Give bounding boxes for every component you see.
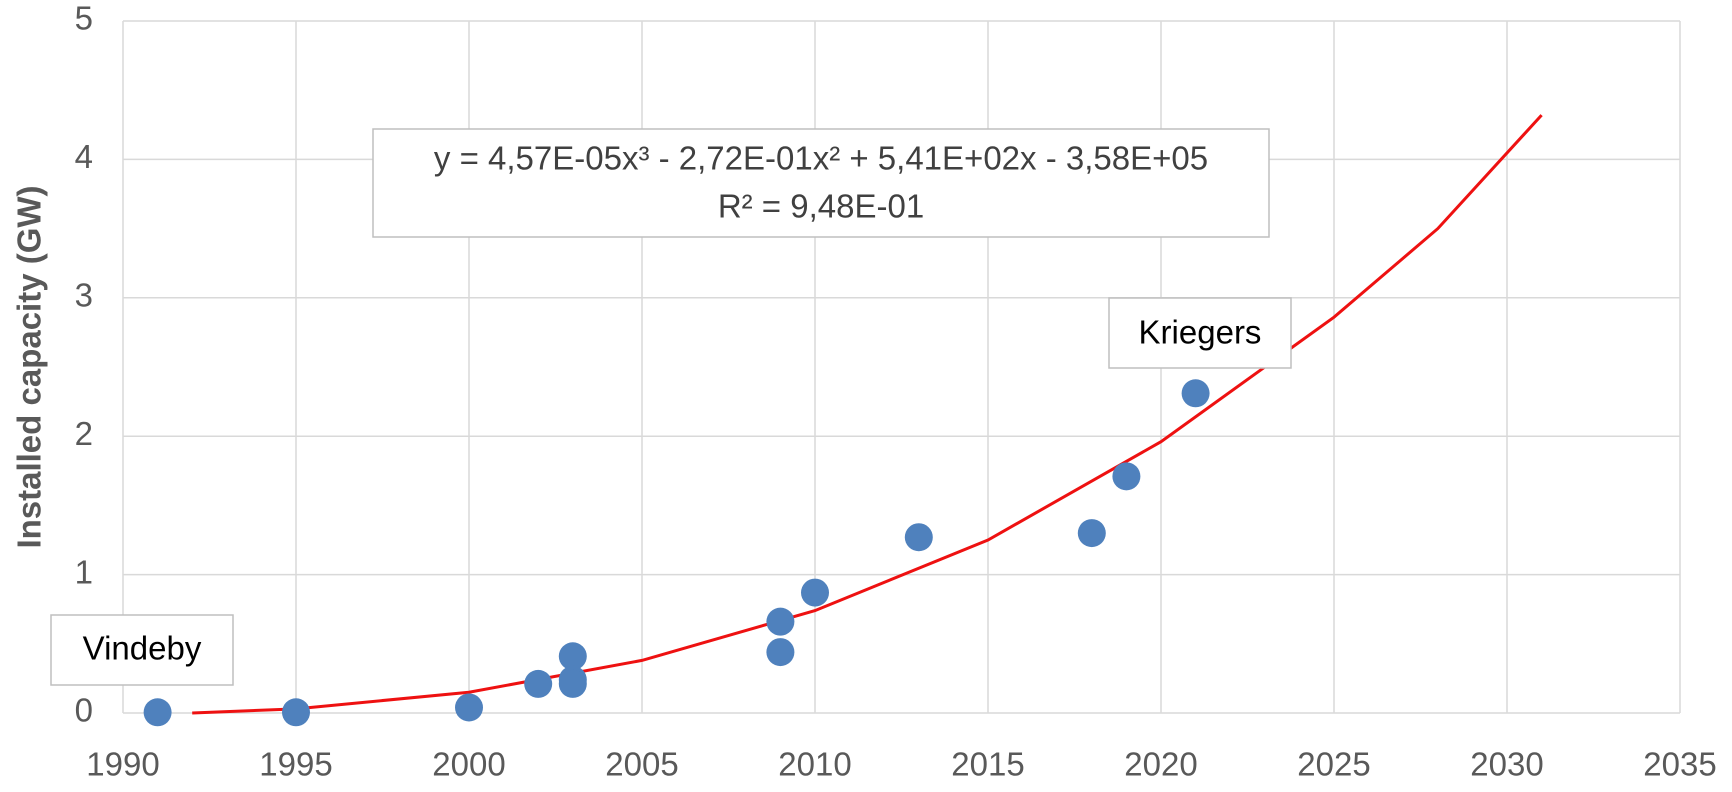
point-label: Kriegers [1139,314,1262,351]
data-point [766,607,795,636]
x-tick-label: 2000 [432,746,505,783]
data-point [1181,379,1210,408]
data-point [1112,462,1141,491]
y-tick-label: 5 [75,0,93,37]
y-axis-label: Installed capacity (GW) [11,185,48,548]
data-point [558,669,587,698]
data-point [455,693,483,722]
x-tick-label: 1990 [86,746,159,783]
x-tick-label: 2030 [1470,746,1543,783]
x-tick-label: 2035 [1643,746,1716,783]
data-point [282,698,310,727]
y-tick-label: 3 [75,277,93,314]
x-tick-label: 2015 [951,746,1024,783]
point-label: Vindeby [83,630,202,667]
equation: y = 4,57E-05x³ - 2,72E-01x² + 5,41E+02x … [434,140,1208,177]
y-tick-label: 1 [75,553,93,590]
data-point [766,638,795,667]
x-tick-label: 2020 [1124,746,1197,783]
x-tick-label: 2005 [605,746,678,783]
x-tick-label: 1995 [259,746,332,783]
y-tick-label: 0 [75,692,93,729]
trendline [192,114,1543,715]
data-point [904,523,933,552]
x-tick-label: 2025 [1297,746,1370,783]
label-box [1108,297,1292,369]
data-point [1077,519,1106,548]
y-tick-label: 4 [75,138,93,175]
r-squared: R² = 9,48E-01 [718,188,924,225]
data-point [558,642,587,671]
equation-box [372,128,1270,238]
label-box [50,614,234,686]
data-point [801,578,829,607]
data-point [524,669,553,698]
x-tick-label: 2010 [778,746,851,783]
data-point [143,698,172,727]
y-tick-label: 2 [75,415,93,452]
